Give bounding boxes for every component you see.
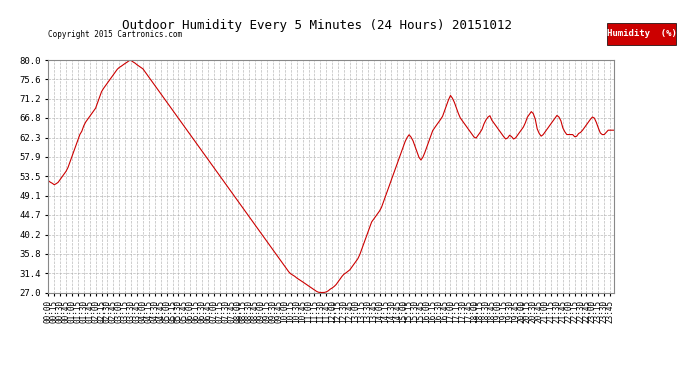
- Text: Humidity  (%): Humidity (%): [607, 29, 677, 38]
- Text: Outdoor Humidity Every 5 Minutes (24 Hours) 20151012: Outdoor Humidity Every 5 Minutes (24 Hou…: [122, 19, 513, 32]
- Text: Copyright 2015 Cartronics.com: Copyright 2015 Cartronics.com: [48, 30, 182, 39]
